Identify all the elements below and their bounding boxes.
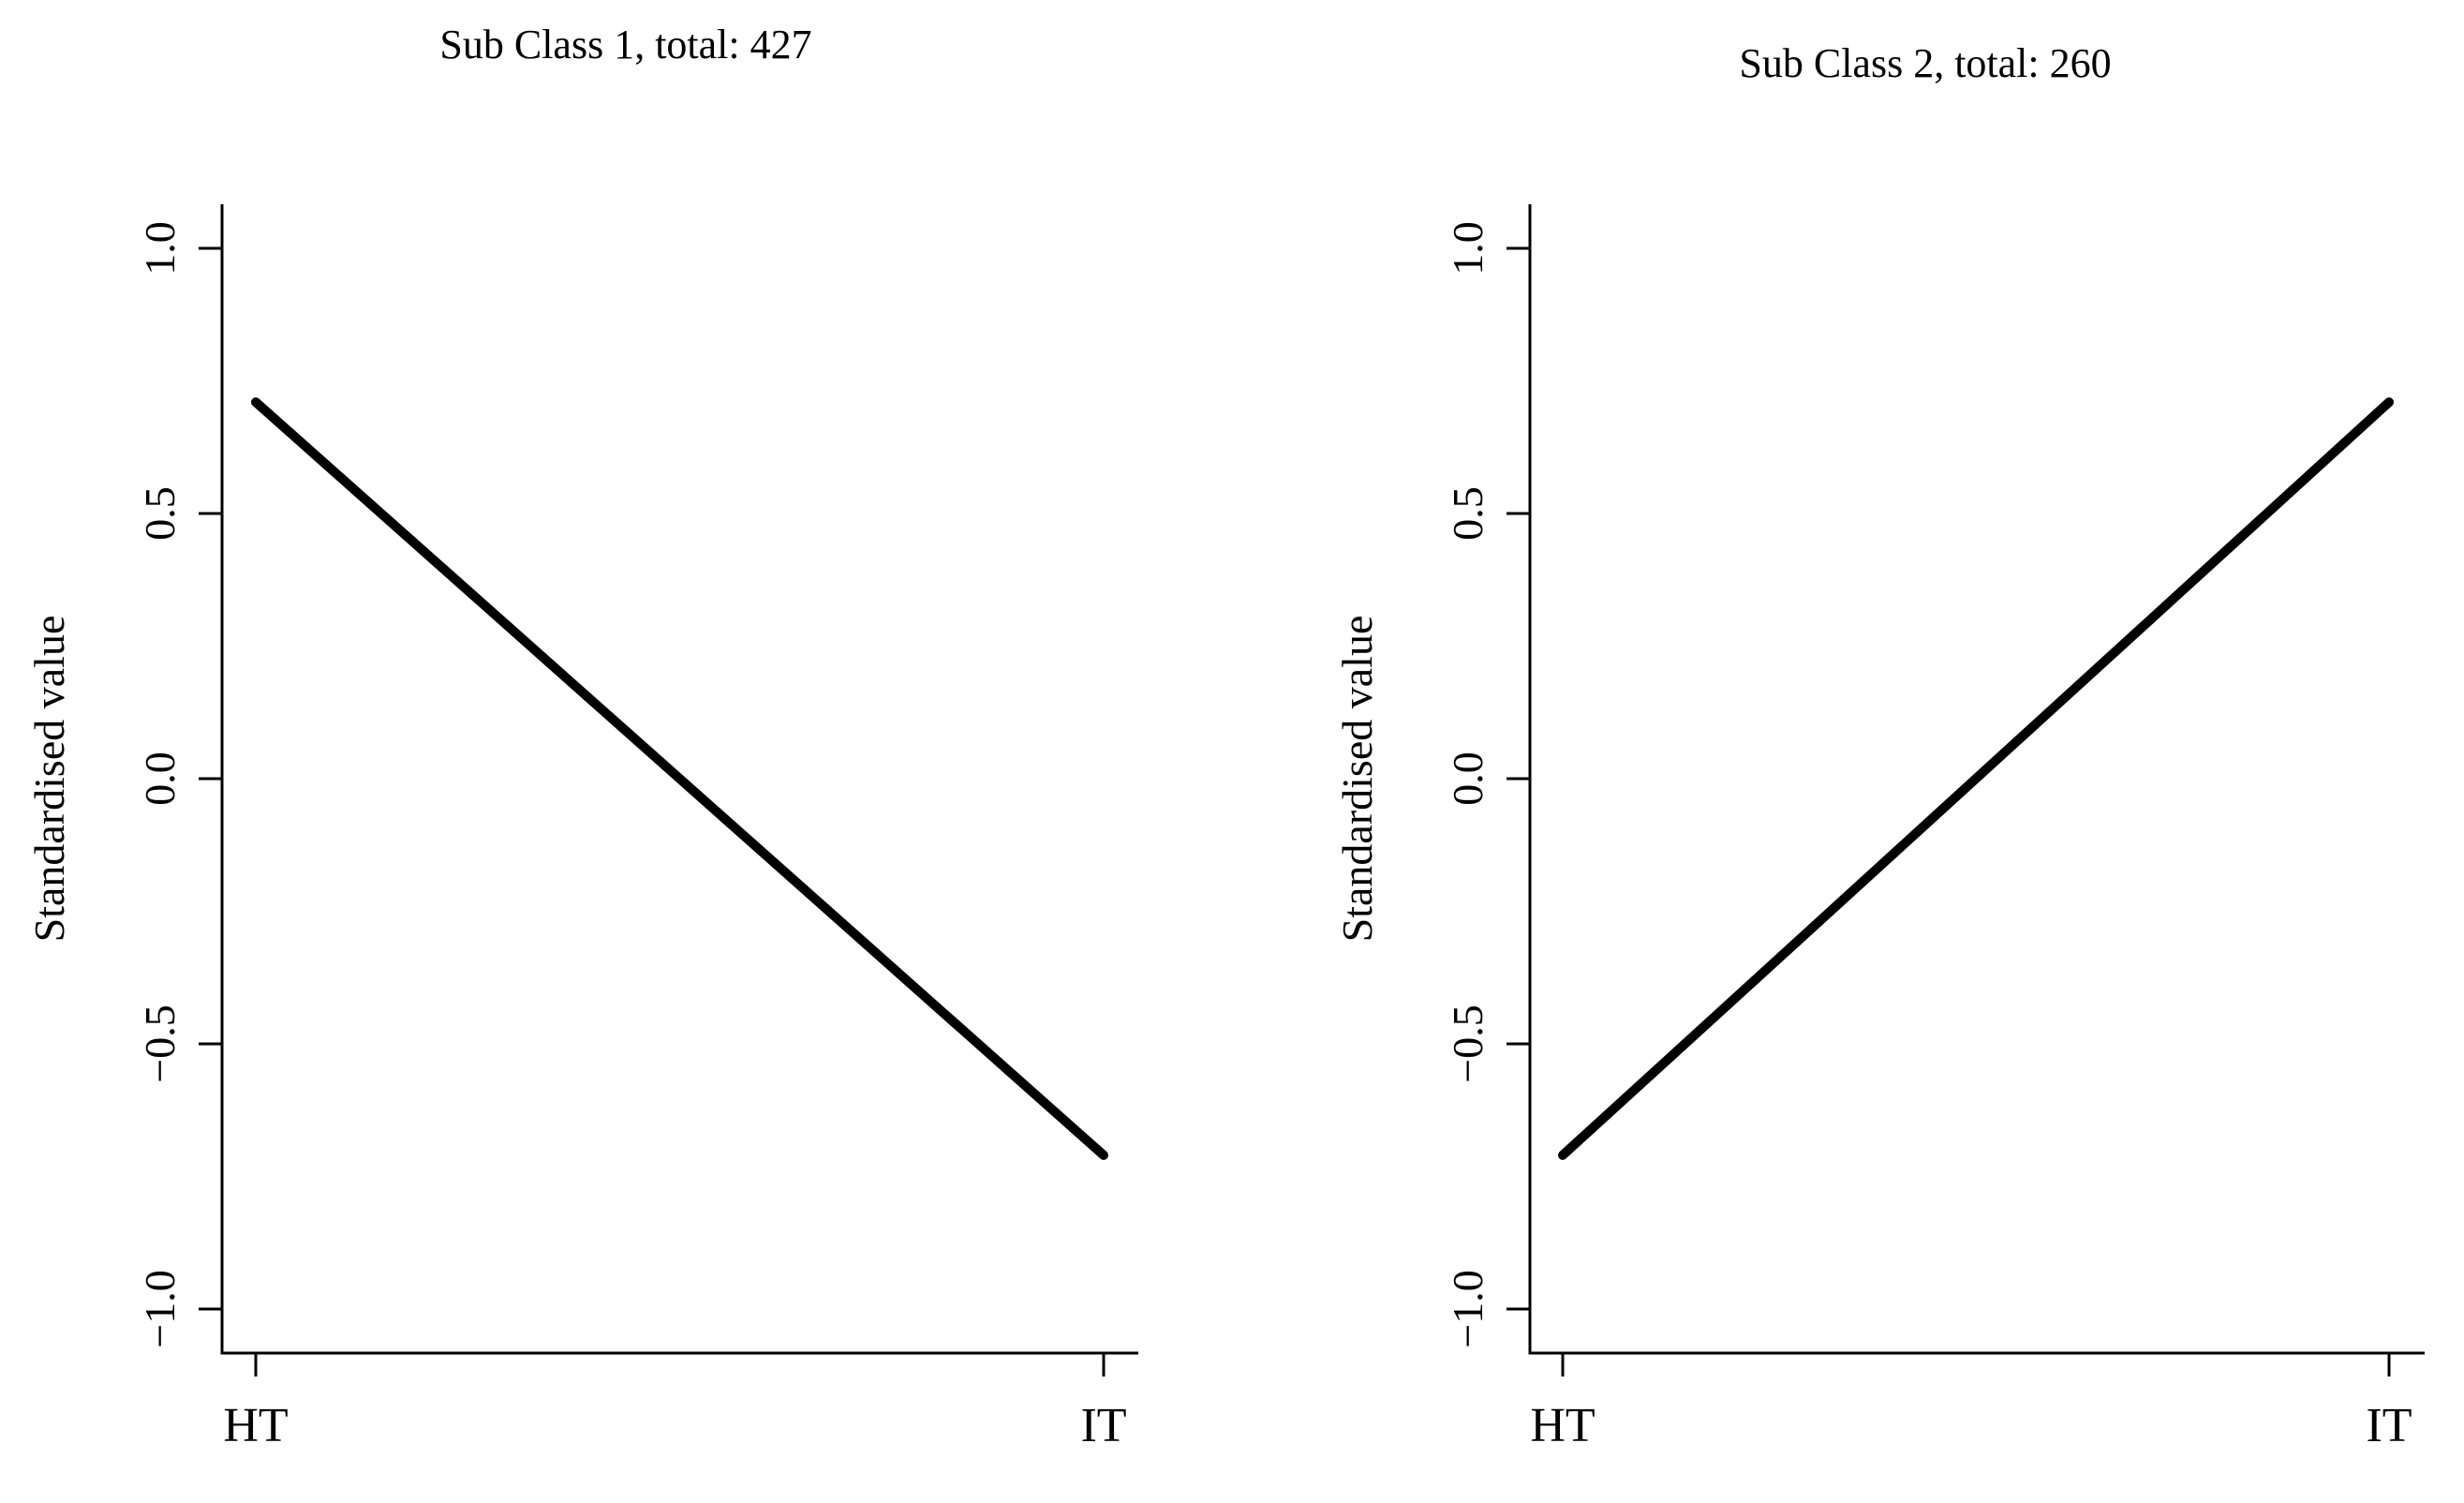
x-tick-label: HT — [223, 1399, 288, 1452]
data-line-class-profile — [1558, 397, 2394, 1160]
y-tick-label: −1.0 — [136, 1270, 184, 1347]
y-tick-label: 1.0 — [136, 221, 184, 275]
y-tick-label: 0.5 — [136, 486, 184, 541]
x-tick-label: IT — [1080, 1399, 1126, 1452]
chart-panel-2: Sub Class 2, total: 260 Standardised valu… — [1333, 40, 2425, 1452]
y-tick-label: 0.5 — [1444, 486, 1492, 541]
chart-title: Sub Class 2, total: 260 — [1739, 40, 2111, 86]
x-tick-label: IT — [2366, 1399, 2412, 1452]
y-axis-label: Standardised value — [1333, 616, 1381, 943]
y-tick-label: −0.5 — [136, 1004, 184, 1082]
chart-title: Sub Class 1, total: 427 — [439, 22, 811, 67]
y-axis-label: Standardised value — [25, 616, 73, 943]
y-tick-label: 0.0 — [1444, 752, 1492, 806]
x-tick-label: HT — [1530, 1399, 1595, 1452]
y-tick-label: −0.5 — [1444, 1004, 1492, 1082]
data-line-class-profile — [251, 397, 1108, 1160]
y-tick-label: −1.0 — [1444, 1270, 1492, 1347]
y-tick-label: 0.0 — [136, 752, 184, 806]
y-tick-label: 1.0 — [1444, 221, 1492, 275]
chart-panel-1: Sub Class 1, total: 427 Standardised valu… — [25, 22, 1138, 1452]
